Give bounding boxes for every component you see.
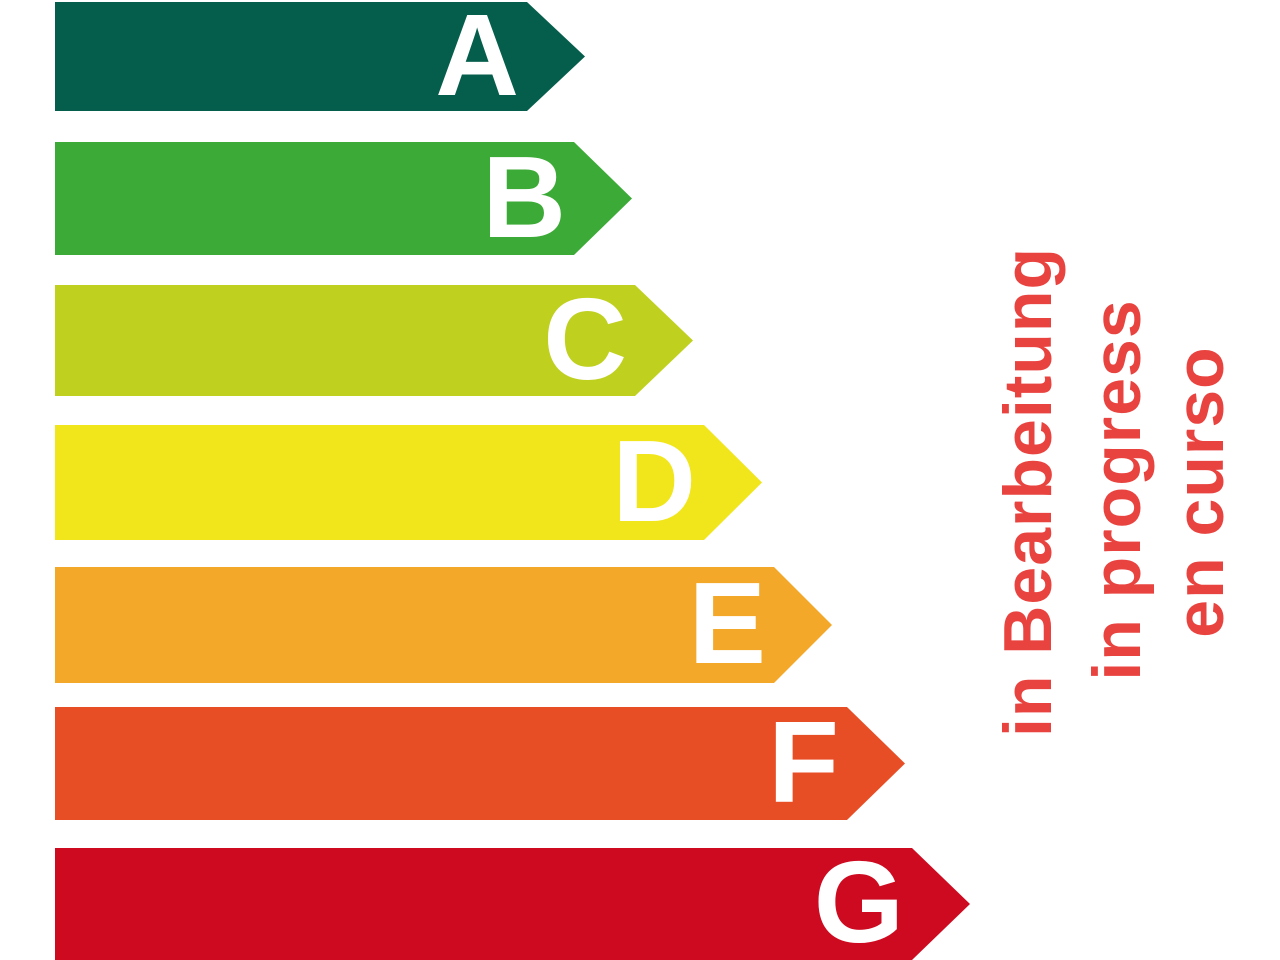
energy-bar-d: D: [55, 425, 762, 540]
energy-bar-g: G: [55, 848, 970, 960]
energy-bar-f: F: [55, 707, 905, 820]
energy-bar-d-label: D: [612, 415, 696, 546]
energy-bar-g-label: G: [813, 837, 904, 960]
energy-bar-a: A: [55, 2, 585, 111]
watermark-line-german: in Bearbeitung: [990, 246, 1066, 738]
energy-bar-f-label: F: [768, 696, 839, 827]
energy-bar-e-label: E: [688, 558, 766, 688]
watermark-line-english: in progress: [1079, 299, 1155, 681]
watermark-line-spanish: en curso: [1162, 346, 1238, 638]
energy-bar-e: E: [55, 567, 832, 683]
energy-bar-b: B: [55, 142, 632, 255]
energy-bar-b-label: B: [482, 131, 566, 262]
energy-bar-c-label: C: [543, 273, 627, 404]
energy-bar-a-label: A: [435, 0, 519, 120]
energy-bar-c: C: [55, 285, 693, 396]
